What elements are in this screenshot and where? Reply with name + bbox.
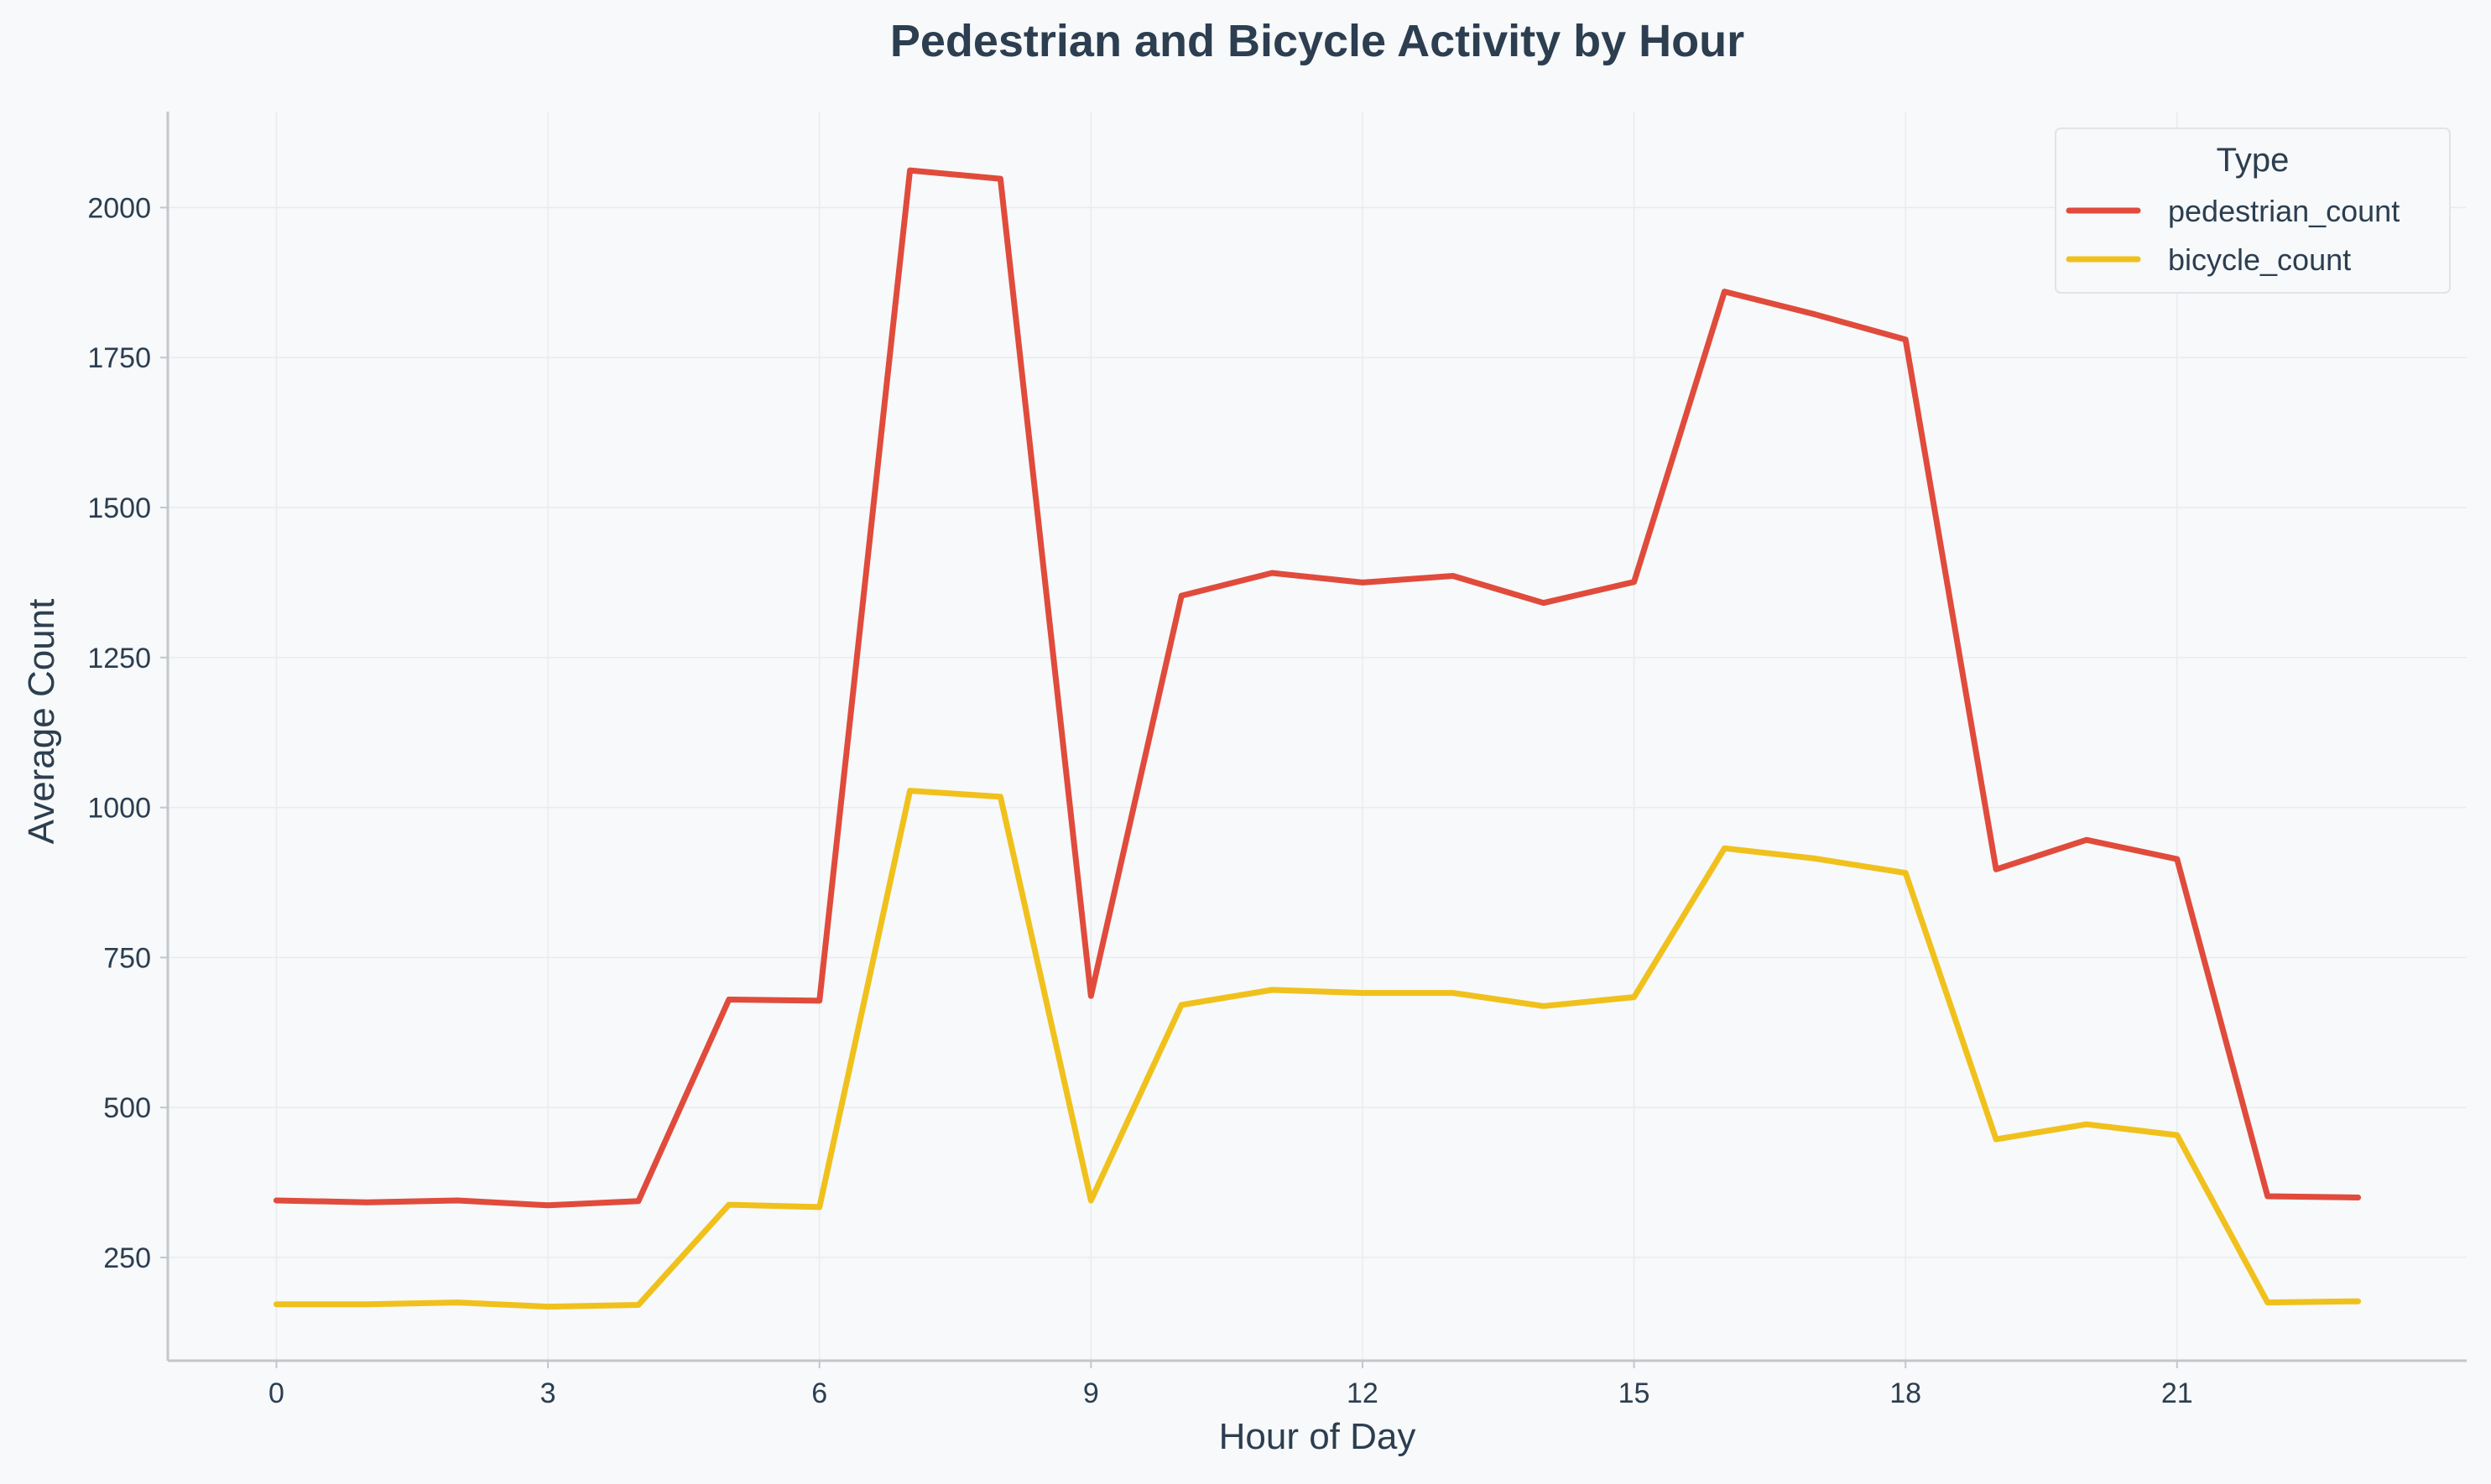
tick-labels: 0 3 6 9 12 15 18 21 250 500 750 1000 1250 1500 1750 200… — [87, 192, 2192, 1409]
y-tick-label: 1000 — [87, 793, 151, 825]
x-tick-label: 15 — [1618, 1377, 1650, 1409]
y-tick-label: 2000 — [87, 192, 151, 224]
x-tick-label: 12 — [1347, 1377, 1378, 1409]
grid — [168, 112, 2467, 1361]
x-tick-label: 3 — [540, 1377, 556, 1409]
y-tick-label: 500 — [103, 1092, 151, 1124]
y-tick-label: 1750 — [87, 342, 151, 374]
legend-entry-bicycle: bicycle_count — [2168, 242, 2351, 277]
series-line-bicycle-count — [273, 788, 2362, 1310]
y-tick-label: 1500 — [87, 492, 151, 524]
legend-entry-pedestrian: pedestrian_count — [2168, 194, 2400, 228]
series-lines — [273, 167, 2362, 1310]
legend: Type pedestrian_count bicycle_count — [2055, 128, 2451, 294]
x-tick-label: 18 — [1889, 1377, 1921, 1409]
legend-title: Type — [2217, 142, 2290, 179]
legend-box — [2055, 128, 2451, 294]
series-line-pedestrian-count — [273, 167, 2362, 1209]
x-tick-label: 21 — [2161, 1377, 2193, 1409]
chart-title: Pedestrian and Bicycle Activity by Hour — [890, 16, 1744, 66]
x-tick-label: 6 — [811, 1377, 827, 1409]
y-tick-label: 1250 — [87, 643, 151, 674]
axes — [160, 112, 2467, 1368]
x-axis-label: Hour of Day — [1219, 1416, 1416, 1457]
y-tick-label: 750 — [103, 942, 151, 974]
y-axis-label: Average Count — [21, 599, 62, 845]
x-tick-label: 9 — [1083, 1377, 1099, 1409]
x-tick-label: 0 — [268, 1377, 284, 1409]
y-tick-label: 250 — [103, 1242, 151, 1274]
